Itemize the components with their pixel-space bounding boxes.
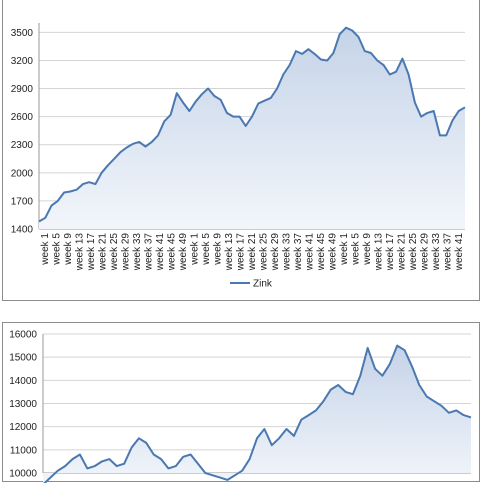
zinc-chart-panel: 1400 1700 2000 2300 2600 2900 3200 3500 week 1 we…: [2, 0, 480, 301]
x-tick-label: week 29: [120, 233, 131, 272]
x-tick-label: week 5: [51, 233, 62, 266]
y-tick-label: 11000: [10, 445, 38, 456]
x-tick-label: week 37: [143, 233, 154, 272]
x-tick-label: week 25: [259, 233, 270, 272]
x-tick-label: week 5: [201, 233, 212, 266]
second-chart-panel: 10000 11000 12000 13000 14000 15000 16000: [2, 322, 480, 483]
x-tick-label: week 45: [166, 233, 177, 272]
x-tick-label: week 29: [270, 233, 281, 272]
y-tick-label: 2300: [11, 140, 34, 151]
x-tick-label: week 49: [328, 233, 339, 272]
x-tick-label: week 49: [178, 233, 189, 272]
x-tick-label: week 1: [40, 233, 51, 266]
series-area: [43, 345, 471, 483]
x-tick-label: week 5: [351, 233, 362, 266]
y-tick-label: 3500: [11, 28, 34, 39]
x-tick-label: week 13: [374, 233, 385, 272]
x-tick-label: week 21: [247, 233, 258, 272]
y-tick-label: 1700: [11, 196, 34, 207]
series-line: [38, 26, 466, 223]
x-tick-label: week 41: [454, 233, 465, 272]
y-tick-label: 10000: [9, 469, 37, 480]
x-tick-label: week 9: [212, 233, 223, 266]
x-tick-label: week 13: [224, 233, 235, 272]
y-tick-label: 1400: [11, 225, 34, 236]
y-tick-label: 2900: [11, 84, 34, 95]
x-tick-label: week 17: [385, 233, 396, 272]
y-tick-label: 13000: [9, 399, 37, 410]
x-tick-label: week 29: [420, 233, 431, 272]
x-tick-label: week 33: [282, 233, 293, 272]
x-tick-label: week 37: [443, 233, 454, 272]
x-tick-label: week 41: [155, 233, 166, 272]
x-tick-label: week 25: [408, 233, 419, 272]
legend-label: Zink: [253, 279, 273, 290]
x-tick-label: week 17: [86, 233, 97, 272]
x-tick-label: week 33: [132, 233, 143, 272]
y-tick-label: 12000: [9, 422, 37, 433]
second-chart: 10000 11000 12000 13000 14000 15000 16000: [9, 330, 472, 483]
x-tick-label: week 9: [362, 233, 373, 266]
x-tick-label: week 1: [189, 233, 200, 266]
y-tick-label: 15000: [9, 353, 37, 364]
x-tick-label: week 37: [293, 233, 304, 272]
x-tick-label: week 1: [339, 233, 350, 266]
x-tick-label: week 33: [431, 233, 442, 272]
x-tick-label: week 21: [97, 233, 108, 272]
x-tick-label: week 13: [74, 233, 85, 272]
x-tick-label: week 41: [305, 233, 316, 272]
y-tick-label: 2600: [11, 112, 34, 123]
y-tick-label: 14000: [9, 376, 37, 387]
x-tick-label: week 9: [63, 233, 74, 266]
x-tick-label: week 45: [316, 233, 327, 272]
x-tick-label: week 17: [235, 233, 246, 272]
series-line: [43, 344, 472, 483]
y-tick-label: 16000: [9, 330, 37, 341]
x-tick-label: week 25: [109, 233, 120, 272]
y-tick-label: 2000: [11, 168, 34, 179]
series-area: [39, 27, 465, 230]
y-tick-label: 3200: [11, 56, 34, 67]
x-tick-label: week 21: [397, 233, 408, 272]
